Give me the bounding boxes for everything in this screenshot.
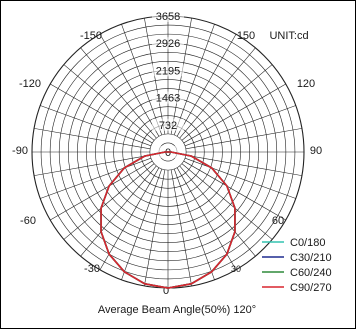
grid-spoke — [184, 157, 296, 199]
grid-spoke — [181, 163, 273, 240]
grid-spoke — [50, 160, 153, 221]
radial-tick-label-bg — [152, 64, 184, 77]
grid-spoke — [80, 47, 157, 139]
grid-spoke — [170, 169, 192, 286]
grid-spoke — [144, 169, 166, 286]
angle-label-bottom: 0 — [163, 285, 169, 297]
angle-label-top-right: 150 — [237, 30, 255, 42]
grid-spoke — [63, 64, 155, 141]
angle-label-lower-right: 60 — [272, 215, 284, 227]
polar-grid — [31, 15, 305, 289]
intensity-curves — [100, 151, 236, 289]
angle-label-lower-left: -60 — [20, 215, 36, 227]
angle-labels: -150 150 -120 120 -90 90 -60 60 -30 30 0 — [12, 30, 322, 297]
grid-spoke — [179, 165, 256, 257]
grid-spoke — [40, 157, 152, 199]
grid-spoke — [99, 167, 160, 270]
legend-label: C0/180 — [290, 237, 325, 249]
radial-tick-label: 732 — [159, 120, 177, 132]
grid-spoke — [173, 168, 215, 280]
grid-spoke — [183, 160, 286, 221]
grid-spoke — [183, 83, 286, 144]
grid-spoke — [184, 105, 296, 147]
angle-label-bottom-left: -30 — [84, 263, 100, 275]
angle-label-top-left: -150 — [80, 30, 102, 42]
curve-c90-270 — [100, 151, 236, 289]
angle-label-right: 90 — [310, 145, 322, 157]
beam-angle-footer: Average Beam Angle(50%) 120° — [98, 304, 256, 316]
grid-spoke — [63, 163, 155, 240]
unit-label: UNIT:cd — [269, 30, 308, 42]
radial-tick-label: 1463 — [156, 93, 180, 105]
angle-label-left: -90 — [12, 145, 28, 157]
legend-label: C30/210 — [290, 252, 332, 264]
grid-spoke — [34, 154, 151, 176]
legend-label: C60/240 — [290, 267, 332, 279]
grid-spoke — [121, 168, 163, 280]
radial-tick-label: 0 — [165, 147, 171, 159]
angle-label-bottom-right: 30 — [231, 264, 241, 274]
radial-tick-label-bg — [152, 37, 184, 50]
grid-spoke — [176, 34, 237, 137]
grid-spoke — [185, 154, 302, 176]
legend-label: C90/270 — [290, 282, 332, 294]
grid-spoke — [99, 34, 160, 137]
grid-spoke — [181, 64, 273, 141]
radial-tick-label: 3658 — [156, 11, 180, 23]
radial-tick-label-bg — [152, 118, 184, 131]
legend: C0/180 C30/210 C60/240 C90/270 — [262, 237, 332, 294]
grid-spoke — [179, 47, 256, 139]
grid-spoke — [80, 165, 157, 257]
angle-label-upper-right: 120 — [297, 78, 315, 90]
grid-spoke — [176, 167, 237, 270]
radial-tick-label: 2195 — [156, 65, 180, 77]
radial-tick-label-bg — [152, 10, 184, 22]
radial-tick-label: 2926 — [156, 38, 180, 50]
grid-spoke — [50, 83, 153, 144]
angle-label-upper-left: -120 — [19, 78, 41, 90]
grid-spoke — [121, 24, 163, 136]
radial-tick-label-bg — [152, 91, 184, 104]
grid-spoke — [173, 24, 215, 136]
grid-spoke — [40, 105, 152, 147]
grid-spoke — [34, 128, 151, 150]
grid-spoke — [185, 128, 302, 150]
